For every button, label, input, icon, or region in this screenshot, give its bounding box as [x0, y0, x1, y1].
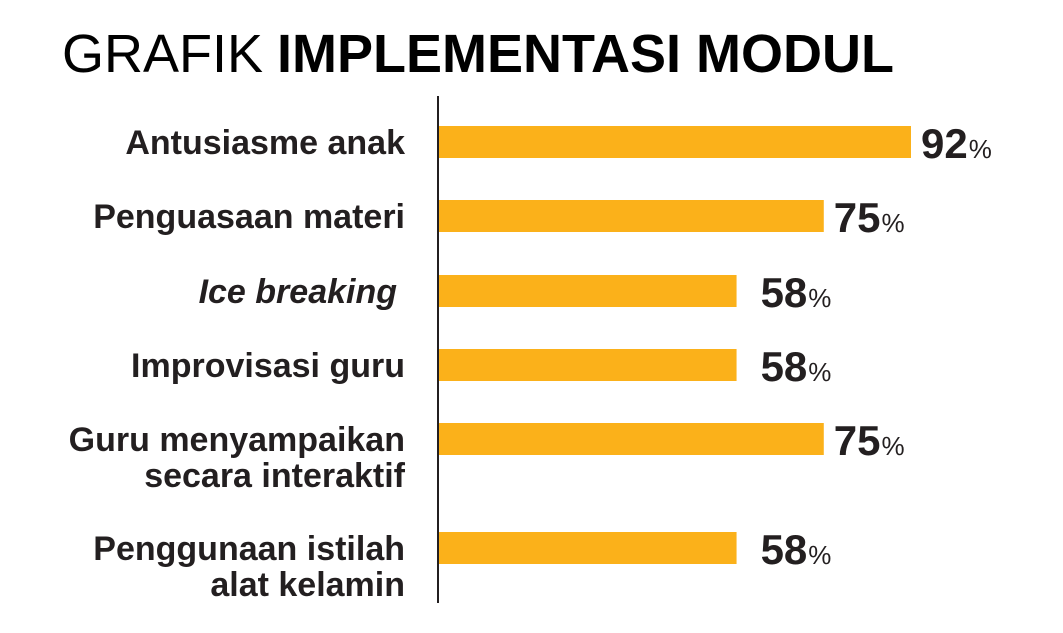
category-label-line: Penguasaan materi	[93, 198, 405, 236]
category-label-3: Ice breaking	[199, 273, 398, 311]
category-label-2: Penguasaan materi	[93, 198, 405, 236]
value-label-3: 58%	[761, 269, 832, 316]
value-suffix: %	[882, 431, 905, 461]
value-label-5: 75%	[834, 417, 905, 464]
bar-2	[439, 200, 824, 232]
category-label-line: Penggunaan istilah	[93, 530, 405, 568]
chart-title-prefix: GRAFIK	[62, 24, 263, 84]
bar-1	[439, 126, 911, 158]
value-label-6: 58%	[761, 526, 832, 573]
category-label-line: Guru menyampaikan	[69, 421, 405, 459]
value-label-2: 75%	[834, 194, 905, 241]
bar-4	[439, 349, 737, 381]
value-number: 75	[834, 417, 881, 464]
value-number: 58	[761, 526, 808, 573]
category-label-line: Improvisasi guru	[131, 347, 405, 385]
bar-5	[439, 423, 824, 455]
category-labels-group: Antusiasme anak Penguasaan materi Ice brea…	[69, 124, 406, 604]
category-label-6: Penggunaan istilah alat kelamin	[93, 530, 405, 604]
value-suffix: %	[808, 540, 831, 570]
value-number: 75	[834, 194, 881, 241]
category-label-line: Ice breaking	[199, 273, 398, 311]
value-number: 92	[921, 120, 968, 167]
value-suffix: %	[969, 134, 992, 164]
bar-3	[439, 275, 737, 307]
chart-title-main: IMPLEMENTASI MODUL	[277, 24, 894, 84]
value-label-1: 92%	[921, 120, 992, 167]
value-suffix: %	[882, 208, 905, 238]
category-label-line: Antusiasme anak	[125, 124, 405, 162]
value-suffix: %	[808, 283, 831, 313]
bar-6	[439, 532, 737, 564]
category-label-5: Guru menyampaikan secara interaktif	[69, 421, 406, 495]
category-label-1: Antusiasme anak	[125, 124, 405, 162]
value-number: 58	[761, 269, 808, 316]
value-label-4: 58%	[761, 343, 832, 390]
bars-group	[439, 126, 911, 564]
category-label-4: Improvisasi guru	[131, 347, 405, 385]
value-labels-group: 92%75%58%58%75%58%	[761, 120, 992, 573]
category-label-line: alat kelamin	[210, 566, 405, 604]
category-label-line: secara interaktif	[144, 457, 405, 495]
chart-title: GRAFIK IMPLEMENTASI MODUL	[62, 24, 894, 84]
value-number: 58	[761, 343, 808, 390]
value-suffix: %	[808, 357, 831, 387]
